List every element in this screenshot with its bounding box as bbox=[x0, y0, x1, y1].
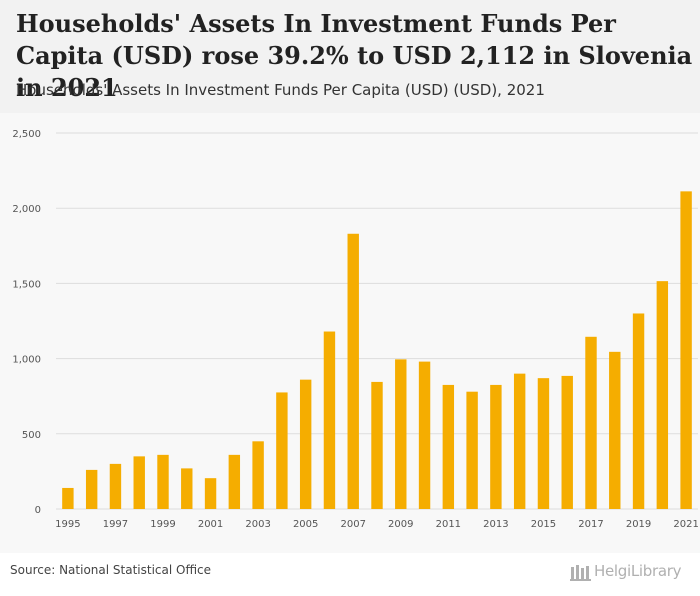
x-tick-label: 2007 bbox=[340, 519, 365, 530]
bar bbox=[85, 469, 98, 509]
bar bbox=[347, 233, 359, 509]
bar bbox=[537, 378, 550, 509]
bar bbox=[252, 441, 264, 509]
library-icon bbox=[570, 565, 591, 581]
x-tick-label: 2005 bbox=[293, 519, 318, 530]
y-tick-label: 2,000 bbox=[12, 204, 41, 215]
bar bbox=[181, 468, 193, 509]
bar bbox=[609, 351, 621, 509]
y-tick-label: 500 bbox=[22, 430, 41, 441]
header: Households' Assets In Investment Funds P… bbox=[0, 0, 700, 113]
x-tick-label: 2015 bbox=[531, 519, 556, 530]
page-title: Households' Assets In Investment Funds P… bbox=[16, 9, 693, 102]
bar bbox=[109, 463, 122, 509]
logo-text: HelgiLibrary bbox=[594, 562, 682, 580]
bar bbox=[585, 336, 597, 509]
bar bbox=[276, 392, 288, 509]
bar bbox=[561, 375, 573, 509]
bar bbox=[442, 384, 455, 509]
x-tick-label: 2003 bbox=[245, 519, 270, 530]
y-tick-label: 0 bbox=[35, 505, 41, 516]
bar bbox=[395, 359, 407, 509]
bar bbox=[323, 331, 336, 509]
x-tick-label: 1997 bbox=[103, 519, 128, 530]
x-tick-label: 2009 bbox=[388, 519, 413, 530]
x-tick-label: 2019 bbox=[626, 519, 651, 530]
x-tick-label: 2011 bbox=[436, 519, 461, 530]
bar bbox=[299, 379, 312, 509]
bar bbox=[680, 191, 692, 509]
bar bbox=[656, 281, 669, 509]
x-tick-label: 2013 bbox=[483, 519, 508, 530]
y-tick-label: 1,500 bbox=[12, 279, 41, 290]
bar bbox=[133, 456, 145, 509]
chart-subtitle: Households' Assets In Investment Funds P… bbox=[16, 81, 545, 99]
bar bbox=[632, 313, 645, 509]
bar bbox=[513, 373, 526, 509]
x-tick-label: 1995 bbox=[55, 519, 80, 530]
bar bbox=[157, 454, 169, 509]
bar bbox=[62, 487, 74, 509]
bar bbox=[228, 454, 241, 509]
bar bbox=[490, 384, 502, 509]
x-tick-label: 2001 bbox=[198, 519, 223, 530]
helgilibrary-logo[interactable]: HelgiLibrary bbox=[566, 561, 692, 583]
bar bbox=[204, 478, 217, 509]
x-tick-label: 2017 bbox=[578, 519, 603, 530]
y-tick-label: 2,500 bbox=[12, 129, 41, 140]
bar bbox=[466, 391, 478, 509]
source-note: Source: National Statistical Office bbox=[10, 563, 212, 577]
x-tick-label: 1999 bbox=[150, 519, 175, 530]
x-tick-label: 2021 bbox=[673, 519, 698, 530]
bar bbox=[418, 361, 431, 509]
bar-chart: 0 500 1,000 1,500 2,000 2,500 1995 1997 1999 2001… bbox=[12, 129, 698, 530]
y-tick-label: 1,000 bbox=[12, 355, 41, 366]
bar bbox=[371, 381, 383, 509]
